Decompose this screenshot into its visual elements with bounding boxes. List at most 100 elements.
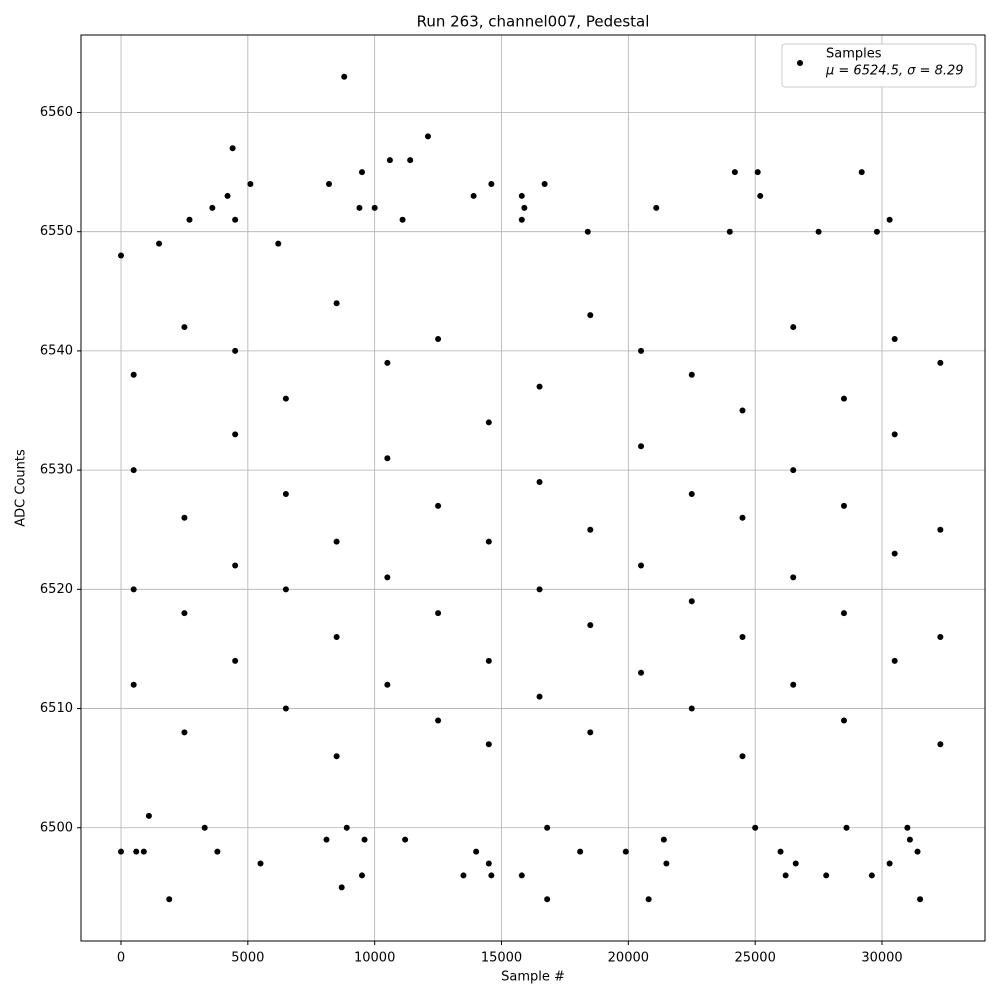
point	[130, 467, 137, 474]
point	[214, 848, 221, 855]
point	[399, 216, 406, 223]
legend: Samples μ = 6524.5, σ = 8.29	[781, 43, 977, 88]
point	[485, 538, 492, 545]
point	[402, 836, 409, 843]
point	[435, 502, 442, 509]
point	[937, 741, 944, 748]
point	[232, 347, 239, 354]
point	[688, 490, 695, 497]
point	[688, 705, 695, 712]
point	[485, 419, 492, 426]
point	[663, 860, 670, 867]
point	[521, 204, 528, 211]
y-tick-label: 6550	[40, 224, 73, 239]
point	[544, 896, 551, 903]
point	[584, 228, 591, 235]
point	[130, 681, 137, 688]
point	[361, 836, 368, 843]
point	[201, 824, 208, 831]
point	[622, 848, 629, 855]
point	[891, 657, 898, 664]
point	[653, 204, 660, 211]
y-tick-label: 6520	[40, 582, 73, 597]
point	[333, 753, 340, 760]
x-tick-label: 15000	[481, 951, 522, 966]
point	[282, 705, 289, 712]
point	[757, 192, 764, 199]
point	[518, 192, 525, 199]
point	[282, 586, 289, 593]
point	[186, 216, 193, 223]
point	[937, 359, 944, 366]
point	[886, 860, 893, 867]
point	[782, 872, 789, 879]
y-axis-label: ADC Counts	[14, 449, 29, 527]
x-tick-label: 25000	[734, 951, 775, 966]
point	[873, 228, 880, 235]
point	[790, 467, 797, 474]
point	[232, 657, 239, 664]
point	[739, 407, 746, 414]
point	[140, 848, 147, 855]
point	[840, 717, 847, 724]
legend-marker	[797, 60, 803, 66]
point	[166, 896, 173, 903]
point	[790, 574, 797, 581]
point	[133, 848, 140, 855]
point	[181, 514, 188, 521]
point	[752, 824, 759, 831]
point	[386, 157, 393, 164]
point	[541, 181, 548, 188]
point	[904, 824, 911, 831]
point	[739, 514, 746, 521]
point	[815, 228, 822, 235]
point	[181, 729, 188, 736]
point	[247, 181, 254, 188]
x-axis-label: Sample #	[501, 970, 565, 985]
point	[843, 824, 850, 831]
x-tick-label: 10000	[354, 951, 395, 966]
series	[118, 73, 944, 903]
point	[638, 562, 645, 569]
point	[536, 693, 543, 700]
point	[726, 228, 733, 235]
point	[688, 371, 695, 378]
point	[790, 324, 797, 331]
point	[577, 848, 584, 855]
point	[858, 169, 865, 176]
point	[470, 192, 477, 199]
point	[424, 133, 431, 140]
point	[739, 634, 746, 641]
point	[488, 872, 495, 879]
point	[891, 431, 898, 438]
point	[891, 550, 898, 557]
point	[790, 681, 797, 688]
point	[460, 872, 467, 879]
point	[840, 395, 847, 402]
legend-label: Samples	[826, 47, 882, 62]
point	[485, 657, 492, 664]
point	[343, 824, 350, 831]
point	[257, 860, 264, 867]
y-tick-label: 6510	[40, 701, 73, 716]
point	[688, 598, 695, 605]
x-tick-label: 5000	[231, 951, 264, 966]
point	[407, 157, 414, 164]
point	[156, 240, 163, 247]
point	[638, 443, 645, 450]
point	[224, 192, 231, 199]
point	[118, 848, 125, 855]
point	[536, 479, 543, 486]
point	[587, 729, 594, 736]
point	[181, 610, 188, 617]
point	[638, 347, 645, 354]
point	[338, 884, 345, 891]
point	[823, 872, 830, 879]
point	[323, 836, 330, 843]
point	[937, 526, 944, 533]
y-tick-label: 6500	[40, 820, 73, 835]
point	[282, 395, 289, 402]
point	[341, 73, 348, 80]
